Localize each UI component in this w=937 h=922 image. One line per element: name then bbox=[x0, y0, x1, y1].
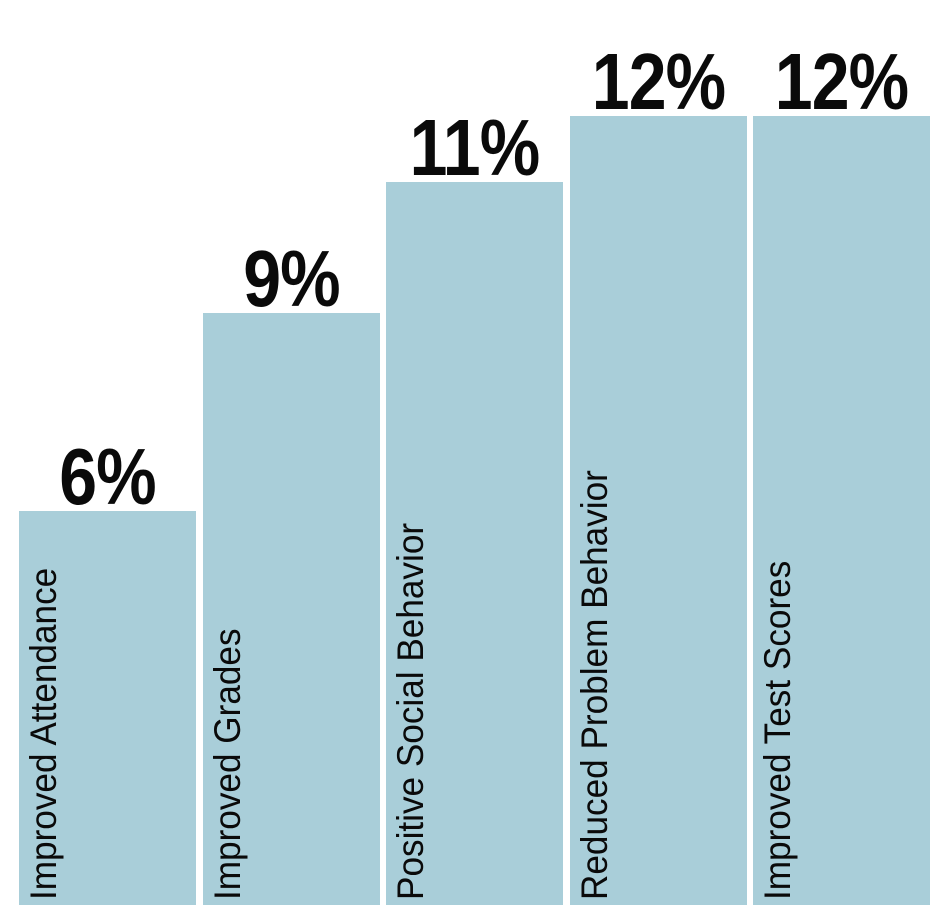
bar: 6% Improved Attendance bbox=[19, 432, 196, 905]
bar-category-label: Positive Social Behavior bbox=[390, 522, 431, 900]
bar: 12% Improved Test Scores bbox=[753, 37, 930, 905]
bar-value-label: 9% bbox=[242, 234, 340, 324]
bar: 11% Positive Social Behavior bbox=[386, 103, 563, 905]
bar-category-label: Improved Grades bbox=[206, 628, 248, 900]
bar-category-label: Improved Test Scores bbox=[757, 560, 798, 900]
bar: 9% Improved Grades bbox=[202, 234, 380, 905]
bar-value-label: 12% bbox=[591, 37, 725, 126]
bar-category-label: Improved Attendance bbox=[23, 567, 64, 900]
bar-value-label: 6% bbox=[59, 431, 156, 521]
bar: 12% Reduced Problem Behavior bbox=[569, 37, 747, 905]
bar-value-label: 11% bbox=[409, 102, 541, 192]
bar-value-label: 12% bbox=[774, 37, 909, 126]
bar-category-label: Reduced Problem Behavior bbox=[573, 470, 615, 900]
